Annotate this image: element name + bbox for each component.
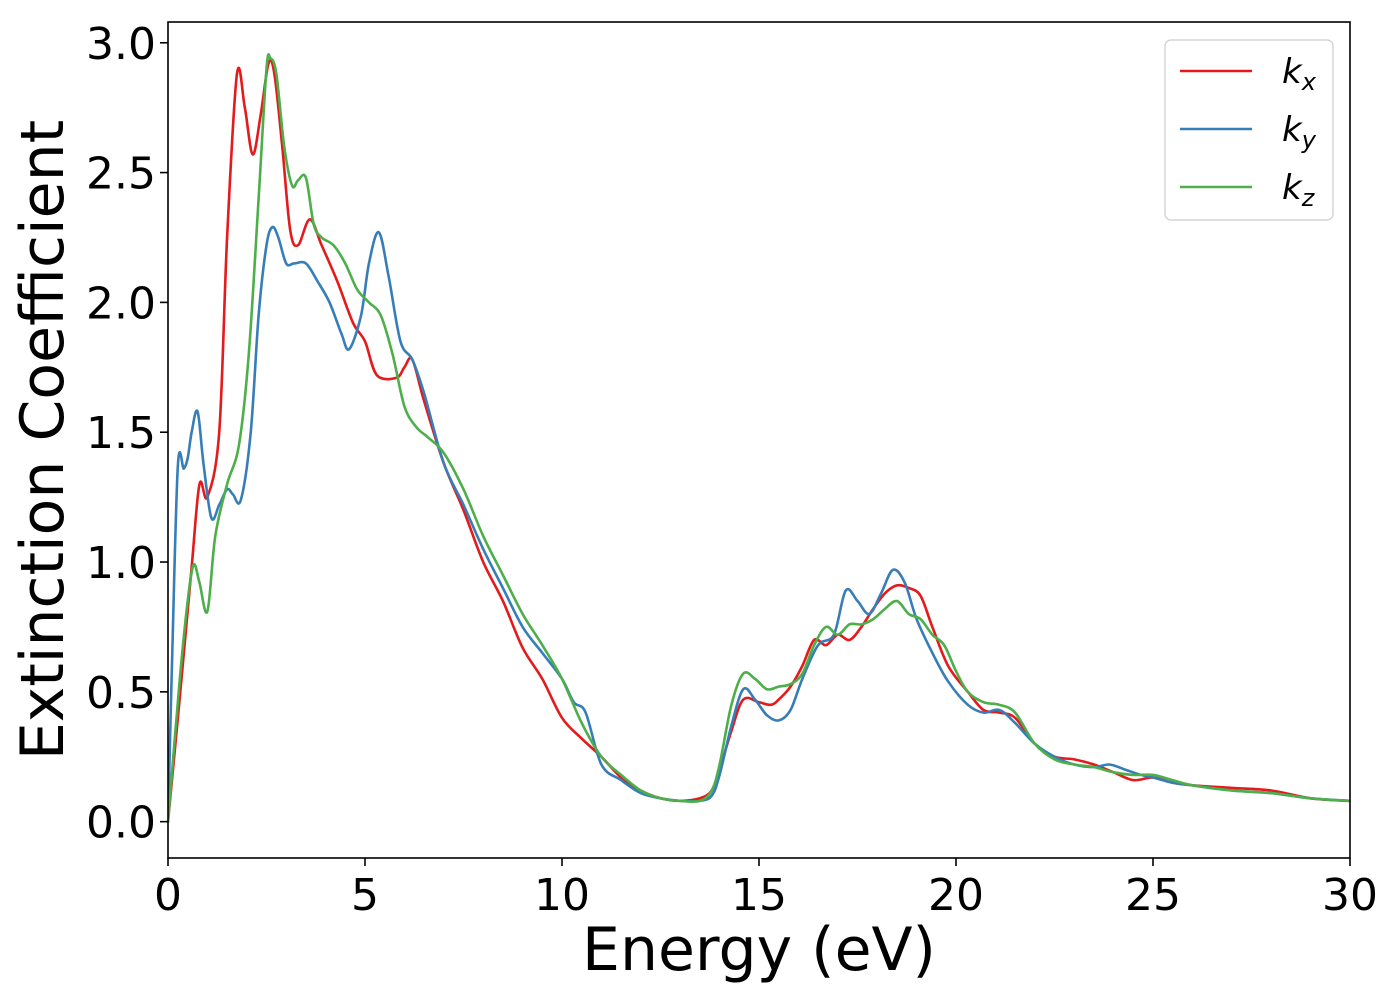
legend-label-sub: z	[1301, 184, 1316, 212]
x-axis-label: Energy (eV)	[582, 915, 936, 985]
legend-label-z: kz	[1282, 168, 1316, 212]
y-tick-label: 3.0	[86, 19, 156, 70]
legend-label-main: k	[1282, 52, 1303, 92]
y-tick-label: 0.5	[86, 668, 156, 719]
x-tick-label: 20	[928, 870, 984, 921]
x-tick-label: 10	[534, 870, 590, 921]
y-tick-label: 2.5	[86, 149, 156, 200]
legend-label-x: kx	[1282, 52, 1317, 96]
legend-label-main: k	[1282, 110, 1303, 150]
x-tick-label: 15	[731, 870, 787, 921]
legend-label-main: k	[1282, 168, 1303, 208]
y-tick-label: 2.0	[86, 278, 156, 329]
y-tick-label: 1.5	[86, 408, 156, 459]
y-tick-label: 0.0	[86, 798, 156, 849]
legend-label-sub: x	[1301, 68, 1317, 96]
x-tick-label: 30	[1322, 870, 1378, 921]
series-layer	[168, 53, 1350, 823]
x-axis-ticks: 0 5 10 15 20 25 30	[154, 858, 1378, 921]
y-axis-label: Extinction Coefficient	[8, 120, 78, 760]
series-line-z	[168, 53, 1350, 823]
y-tick-label: 1.0	[86, 538, 156, 589]
legend-label-sub: y	[1301, 126, 1317, 154]
y-axis-ticks: 0.0 0.5 1.0 1.5 2.0 2.5 3.0	[86, 19, 168, 849]
x-tick-label: 0	[154, 870, 182, 921]
series-line-y	[168, 225, 1350, 823]
legend-label-y: ky	[1282, 110, 1317, 154]
x-tick-label: 25	[1125, 870, 1181, 921]
x-tick-label: 5	[351, 870, 379, 921]
